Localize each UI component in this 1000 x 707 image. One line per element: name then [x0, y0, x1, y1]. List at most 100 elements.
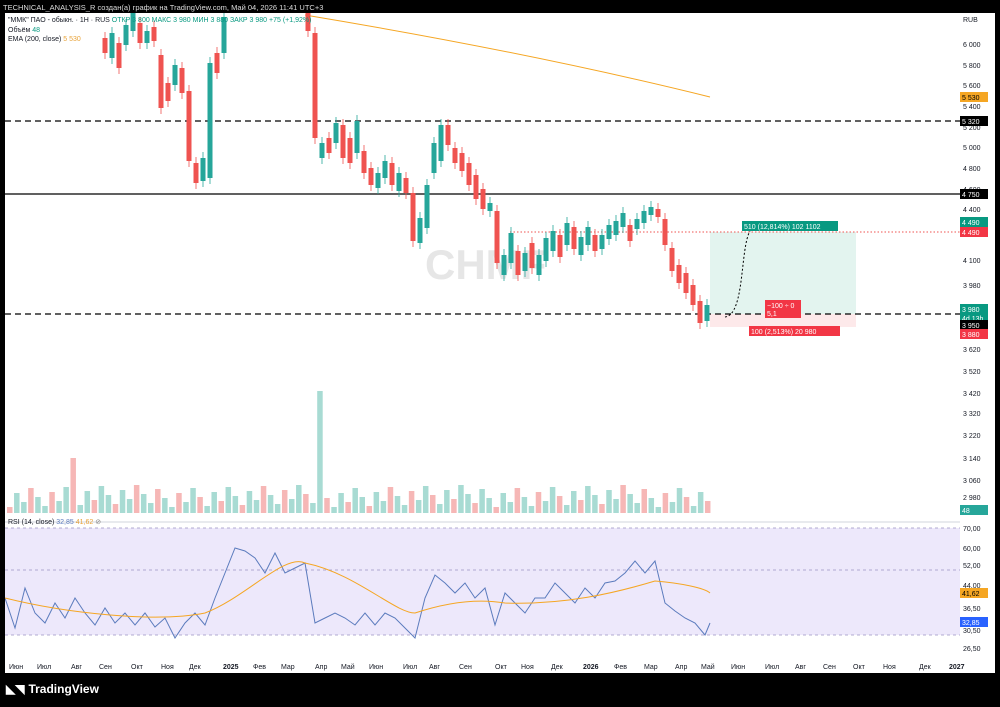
candle-body: [312, 33, 318, 138]
candle-body: [186, 91, 192, 161]
volume-bar: [155, 489, 161, 513]
volume-bar: [148, 503, 154, 513]
candle-body: [564, 223, 570, 245]
volume-bar: [140, 494, 147, 513]
price-axis-label: 3 060: [963, 478, 981, 485]
rsi-legend[interactable]: RSI (14, close) 32,85 41,62 ⊘: [8, 518, 101, 526]
volume-bar: [84, 491, 91, 513]
time-axis-label: Окт: [853, 664, 866, 671]
level-mid-tag-bg: [960, 189, 988, 199]
candle-body: [522, 253, 528, 271]
volume-bar: [422, 486, 429, 513]
candle-body: [550, 231, 556, 251]
candle-body: [151, 27, 157, 41]
candle-body: [445, 125, 451, 145]
candle-body: [473, 175, 479, 199]
eye-icon[interactable]: ⊘: [95, 519, 102, 526]
symbol-name[interactable]: "ММК" ПАО - обыкн. · 1Н · RUS: [8, 17, 110, 24]
symbol-legend[interactable]: "ММК" ПАО - обыкн. · 1Н · RUS ОТКР 3 800…: [8, 17, 311, 24]
volume-bar: [126, 499, 133, 513]
volume-bar: [183, 502, 189, 513]
candle-body: [704, 305, 710, 321]
volume-bar: [352, 488, 358, 513]
candle-body: [543, 238, 549, 261]
candle-body: [487, 203, 493, 211]
time-axis-label: Июл: [403, 664, 417, 671]
time-axis-label: Авг: [71, 664, 82, 671]
volume-legend[interactable]: Объём 48: [8, 27, 40, 34]
volume-bar: [697, 492, 704, 513]
ema-value: 5 530: [63, 36, 81, 43]
candle-body: [368, 168, 374, 185]
volume-bar: [28, 488, 34, 513]
center-label-1: −100 ÷ 0: [767, 303, 794, 310]
stop-zone: [710, 314, 856, 327]
time-axis-label: Окт: [495, 664, 508, 671]
time-axis-label: Сен: [459, 664, 472, 671]
rsi-axis-label: 70,00: [963, 526, 981, 533]
time-axis-label: Авг: [795, 664, 806, 671]
candle-body: [697, 301, 703, 323]
volume-bar: [606, 490, 612, 513]
volume-bar: [472, 503, 478, 513]
volume-bar: [239, 505, 246, 513]
price-axis-label: 4 100: [963, 258, 981, 265]
volume-bar: [91, 500, 98, 513]
stop-price-tag-bg: [960, 329, 988, 339]
rsi-axis-label: 60,00: [963, 546, 981, 553]
candle-body: [137, 23, 143, 43]
chart-svg[interactable]: CHMF 510 (12,814%) 102 1102 100 (2,513%) 2…: [4, 7, 995, 673]
volume-bar: [197, 497, 203, 513]
ema-legend[interactable]: EMA (200, close) 5 530: [8, 36, 81, 43]
volume-bar: [35, 497, 41, 513]
time-axis-label: Июл: [37, 664, 51, 671]
chart-pane[interactable]: CHMF 510 (12,814%) 102 1102 100 (2,513%) 2…: [4, 7, 995, 673]
candle-body: [480, 189, 486, 209]
volume-bar: [690, 506, 697, 513]
level-low-tag-bg: [960, 320, 988, 330]
candle-body: [515, 251, 521, 275]
stop-label-bg: [749, 326, 840, 336]
volume-bar: [528, 506, 535, 513]
candle-body: [494, 211, 500, 263]
time-axis-label: Дек: [189, 664, 202, 671]
time-axis-label: Ноя: [883, 664, 896, 671]
volume-bar: [641, 489, 647, 513]
time-axis-label: 2026: [583, 664, 599, 671]
candle-body: [396, 173, 402, 191]
volume-bar: [133, 485, 140, 513]
volume-bar: [225, 487, 232, 513]
time-axis-label: Мар: [644, 664, 658, 671]
volume-bar: [14, 493, 20, 513]
price-axis-label: 4 800: [963, 166, 981, 173]
rsi-ma-tag: 41,62: [962, 591, 980, 598]
candle-body: [382, 161, 388, 178]
volume-bar: [648, 498, 655, 513]
level-mid-tag: 4 750: [962, 192, 980, 199]
volume-bar: [324, 498, 330, 513]
volume-bar: [394, 496, 401, 513]
candle-body: [613, 221, 619, 235]
volume-bar: [535, 492, 542, 513]
rsi-ma-tag-bg: [960, 588, 988, 598]
volume-bar: [246, 491, 253, 513]
volume-bar: [218, 501, 224, 513]
target-b-price-tag-bg: [960, 227, 988, 237]
price-axis-label: 6 000: [963, 42, 981, 49]
volume-value: 48: [32, 27, 41, 34]
candle-body: [557, 235, 563, 257]
volume-bar: [683, 497, 690, 513]
candle-body: [634, 219, 640, 229]
time-axis-label: 2027: [949, 664, 965, 671]
volume-bar: [63, 487, 69, 513]
stop-label: 100 (2,513%) 20 980: [751, 329, 816, 336]
volume-bar: [585, 486, 591, 513]
volume-bar: [387, 487, 394, 513]
volume-bar: [408, 491, 415, 513]
candle-body: [193, 163, 199, 183]
time-axis-label: Сен: [823, 664, 836, 671]
position-arrow: [724, 230, 751, 318]
ema-price-tag-bg: [960, 92, 988, 102]
tradingview-brand[interactable]: ◣◥ TradingView: [6, 682, 99, 696]
candle-body: [620, 213, 626, 227]
